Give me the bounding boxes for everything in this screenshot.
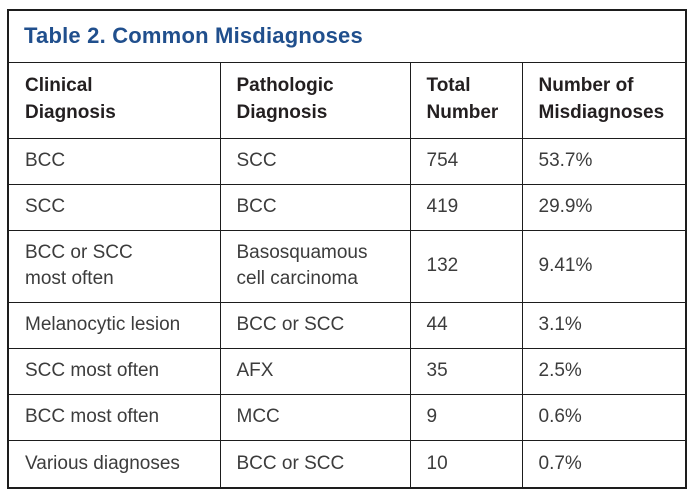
table-row: BCC SCC 754 53.7% [7, 137, 687, 185]
cell-pathologic-diagnosis: AFX [219, 347, 411, 395]
title-row: Table 2. Common Misdiagnoses [7, 9, 687, 63]
cell-total-number: 10 [409, 439, 523, 489]
table-row: SCC most often AFX 35 2.5% [7, 347, 687, 395]
cell-misdiagnoses-percent: 9.41% [521, 229, 687, 303]
cell-clinical-diagnosis: BCC or SCC most often [7, 229, 221, 303]
misdiagnoses-table: Table 2. Common Misdiagnoses Clinical Di… [7, 9, 688, 489]
cell-misdiagnoses-percent: 29.9% [521, 183, 687, 231]
cell-pathologic-diagnosis: BCC or SCC [219, 301, 411, 349]
cell-total-number: 754 [409, 137, 523, 185]
cell-misdiagnoses-percent: 0.6% [521, 393, 687, 441]
cell-pathologic-diagnosis: BCC [219, 183, 411, 231]
cell-clinical-diagnosis: BCC most often [7, 393, 221, 441]
cell-pathologic-diagnosis: MCC [219, 393, 411, 441]
cell-clinical-diagnosis: Melanocytic lesion [7, 301, 221, 349]
cell-clinical-diagnosis: Various diagnoses [7, 439, 221, 489]
col-header-clinical-diagnosis: Clinical Diagnosis [7, 61, 221, 139]
table-row: BCC or SCC most often Basosquamous cell … [7, 229, 687, 303]
header-row: Clinical Diagnosis Pathologic Diagnosis … [7, 61, 687, 139]
cell-clinical-diagnosis: SCC most often [7, 347, 221, 395]
table-row: BCC most often MCC 9 0.6% [7, 393, 687, 441]
cell-misdiagnoses-percent: 0.7% [521, 439, 687, 489]
cell-misdiagnoses-percent: 2.5% [521, 347, 687, 395]
cell-pathologic-diagnosis: Basosquamous cell carcinoma [219, 229, 411, 303]
table-row: Various diagnoses BCC or SCC 10 0.7% [7, 439, 687, 489]
cell-total-number: 9 [409, 393, 523, 441]
col-header-pathologic-diagnosis: Pathologic Diagnosis [219, 61, 411, 139]
col-header-total-number: Total Number [409, 61, 523, 139]
cell-pathologic-diagnosis: SCC [219, 137, 411, 185]
cell-total-number: 35 [409, 347, 523, 395]
table-title: Table 2. Common Misdiagnoses [7, 9, 687, 63]
cell-clinical-diagnosis: SCC [7, 183, 221, 231]
cell-misdiagnoses-percent: 3.1% [521, 301, 687, 349]
cell-clinical-diagnosis: BCC [7, 137, 221, 185]
table-row: SCC BCC 419 29.9% [7, 183, 687, 231]
cell-total-number: 132 [409, 229, 523, 303]
table-row: Melanocytic lesion BCC or SCC 44 3.1% [7, 301, 687, 349]
cell-total-number: 419 [409, 183, 523, 231]
col-header-number-of-misdiagnoses: Number of Misdiagnoses [521, 61, 687, 139]
cell-misdiagnoses-percent: 53.7% [521, 137, 687, 185]
cell-total-number: 44 [409, 301, 523, 349]
cell-pathologic-diagnosis: BCC or SCC [219, 439, 411, 489]
